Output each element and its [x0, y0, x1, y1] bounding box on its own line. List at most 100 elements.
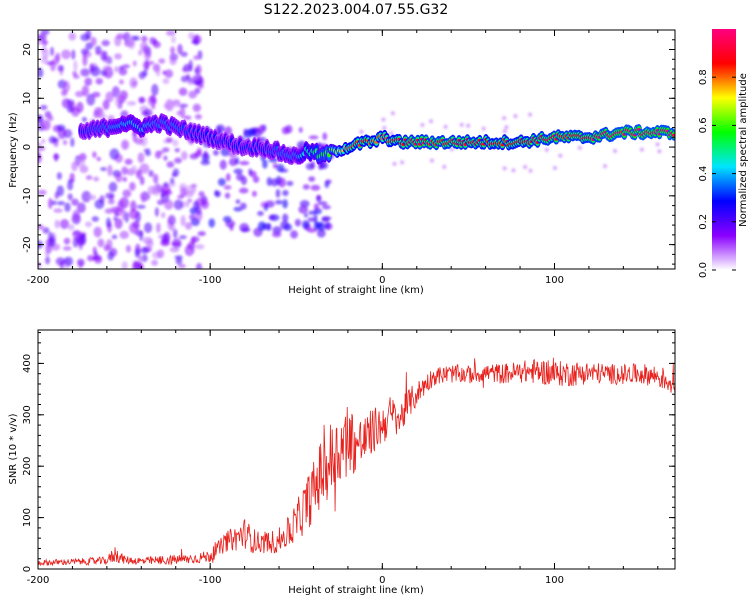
noise-blob: [81, 190, 92, 203]
colorbar: 0.0 0.2 0.4 0.6 0.8 Normalized spectral ampl…: [698, 29, 749, 278]
noise-blob: [95, 77, 103, 85]
noise-blob: [299, 200, 310, 208]
noise-blob: [77, 236, 84, 248]
noise-blob: [134, 248, 141, 259]
noise-blob: [278, 177, 286, 188]
noise-blob: [318, 201, 328, 206]
noise-blob: [54, 219, 60, 229]
noise-blob: [72, 209, 81, 222]
noise-blob: [181, 150, 188, 161]
noise-blob: [92, 91, 101, 98]
noise-blob: [61, 98, 72, 109]
noise-blob: [169, 56, 177, 66]
noise-blob: [151, 259, 159, 266]
noise-blob: [166, 161, 175, 168]
noise-blob: [316, 222, 326, 231]
noise-blob: [113, 216, 118, 221]
noise-blob: [119, 230, 129, 239]
noise-blob: [172, 100, 181, 108]
noise-blob: [214, 189, 219, 197]
noise-blob: [174, 147, 181, 153]
noise-blob: [129, 208, 139, 220]
noise-blob: [55, 257, 66, 266]
noise-blob: [235, 199, 241, 204]
noise-blob: [504, 125, 509, 130]
snr-y-label: SNR (10 * v/v): [8, 413, 19, 484]
noise-blob: [93, 176, 100, 182]
noise-blob: [138, 255, 143, 263]
noise-blob: [240, 202, 247, 210]
noise-blob: [56, 172, 63, 180]
noise-blob: [282, 213, 289, 223]
noise-blob: [151, 104, 156, 110]
noise-blob: [129, 182, 136, 191]
noise-blob: [266, 177, 273, 187]
noise-blob: [134, 137, 144, 145]
noise-blob: [38, 189, 47, 196]
noise-blob: [71, 198, 79, 206]
noise-blob: [195, 64, 202, 75]
noise-blob: [72, 70, 78, 77]
noise-blob: [125, 245, 132, 253]
noise-blob: [523, 165, 528, 170]
noise-blob: [138, 97, 146, 104]
noise-blob: [38, 114, 44, 125]
noise-blob: [127, 38, 136, 50]
noise-blob: [177, 43, 183, 55]
noise-blob: [68, 32, 77, 41]
noise-blob: [82, 54, 88, 67]
noise-blob: [79, 165, 89, 174]
noise-blob: [466, 123, 471, 128]
noise-blob: [182, 67, 188, 73]
noise-blob: [316, 195, 322, 203]
noise-blob: [96, 156, 102, 162]
noise-blob: [105, 208, 112, 214]
x-tick-label: -200: [27, 275, 50, 286]
noise-blob: [49, 46, 55, 57]
noise-blob: [90, 36, 97, 47]
noise-blob: [123, 31, 131, 43]
noise-blob: [38, 33, 47, 41]
noise-blob: [171, 35, 176, 44]
colorbar-tick-label: 0.2: [698, 214, 709, 230]
noise-blob: [111, 234, 118, 240]
noise-blob: [198, 191, 205, 198]
noise-blob: [177, 263, 186, 269]
noise-blob: [172, 228, 178, 239]
noise-blob: [67, 193, 73, 201]
noise-blob: [48, 197, 53, 209]
noise-blob: [177, 194, 185, 199]
colorbar-tick-label: 0.8: [698, 69, 709, 85]
noise-blob: [154, 150, 162, 159]
noise-blob: [76, 101, 84, 113]
noise-blob: [179, 235, 187, 240]
noise-blob: [185, 222, 193, 230]
spectrogram-heatmap: [38, 30, 662, 269]
noise-blob: [428, 119, 433, 124]
noise-blob: [322, 132, 328, 141]
noise-blob: [174, 255, 183, 260]
y-tick-label: 100: [22, 508, 33, 527]
noise-blob: [511, 168, 516, 173]
noise-blob: [94, 45, 102, 54]
snr-frame: [37, 329, 676, 570]
noise-blob: [148, 169, 154, 178]
noise-blob: [191, 39, 199, 45]
noise-blob: [268, 214, 276, 221]
noise-blob: [47, 115, 54, 122]
noise-blob: [194, 114, 202, 120]
noise-blob: [121, 261, 128, 269]
noise-blob: [138, 262, 144, 269]
noise-blob: [324, 180, 330, 188]
noise-blob: [179, 186, 184, 198]
noise-blob: [558, 153, 563, 158]
noise-blob: [171, 238, 182, 249]
noise-blob: [56, 124, 66, 131]
noise-blob: [307, 217, 316, 222]
noise-blob: [80, 48, 90, 55]
noise-blob: [390, 111, 395, 116]
noise-blob: [381, 117, 386, 122]
noise-blob: [502, 116, 507, 121]
noise-blob: [38, 224, 44, 230]
noise-blob: [141, 110, 150, 116]
